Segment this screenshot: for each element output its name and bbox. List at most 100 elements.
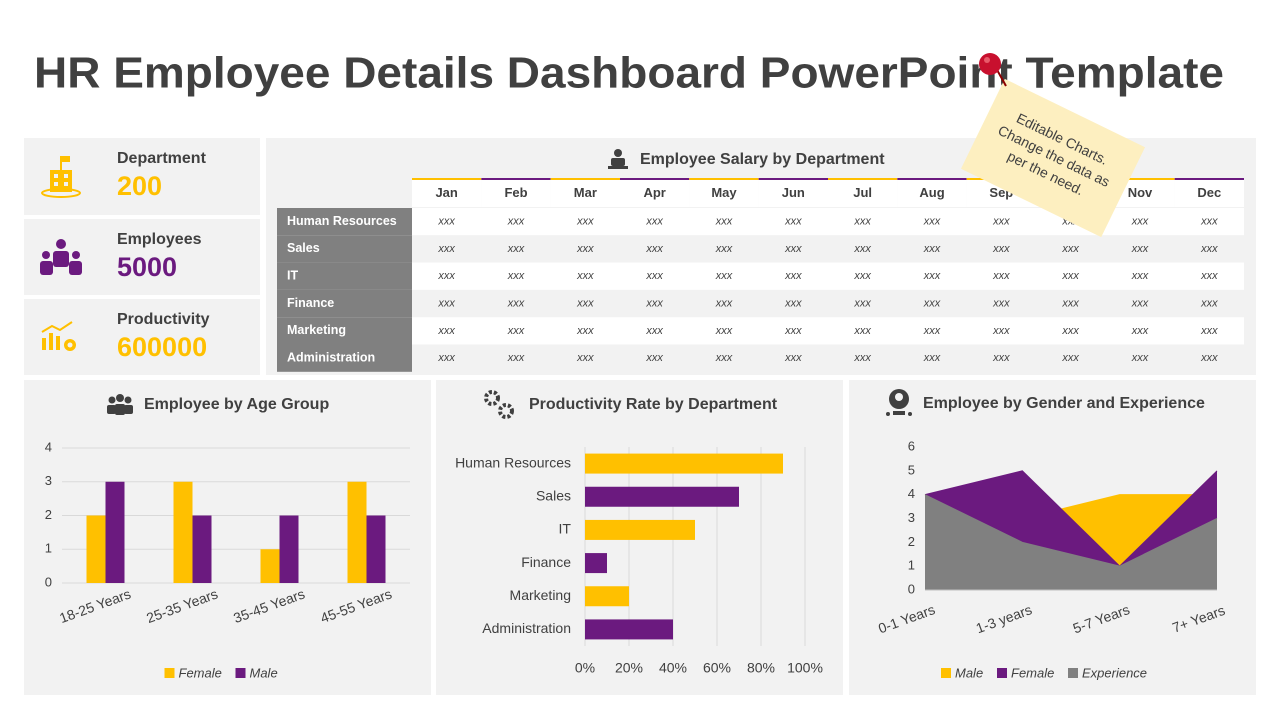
row-header: Human Resources	[287, 214, 397, 228]
header-accent	[412, 178, 482, 180]
cell: xxx	[1200, 325, 1218, 337]
row-header-cell	[277, 344, 412, 372]
page-title: HR Employee Details Dashboard PowerPoint…	[34, 49, 1224, 98]
table-title: Employee Salary by Department	[640, 151, 885, 168]
cell: xxx	[1200, 216, 1218, 228]
y-tick-label: 0	[45, 574, 52, 589]
x-tick-label: 60%	[703, 660, 731, 676]
area-fill	[925, 494, 1217, 590]
x-tick-label: 40%	[659, 660, 687, 676]
cell: xxx	[1131, 270, 1149, 282]
row-band	[412, 208, 1244, 236]
kpi-label: Department	[117, 150, 207, 167]
y-tick-label: 3	[908, 510, 915, 525]
bar	[260, 549, 280, 583]
cell: xxx	[992, 352, 1010, 364]
bar	[585, 586, 629, 607]
column-header: Dec	[1197, 185, 1221, 200]
header-cell	[412, 178, 482, 207]
cell: xxx	[437, 270, 455, 282]
chart-title: Employee by Age Group	[144, 396, 329, 413]
cell: xxx	[992, 216, 1010, 228]
legend-label: Female	[1011, 665, 1054, 680]
legend-label: Male	[250, 665, 278, 680]
note-paper	[960, 78, 1146, 238]
row-header: Marketing	[287, 323, 346, 337]
y-tick-label: 0	[908, 581, 915, 596]
row-header: Administration	[287, 350, 375, 364]
cell: xxx	[715, 352, 733, 364]
bar	[585, 619, 673, 640]
cell: xxx	[645, 325, 663, 337]
kpi-label: Productivity	[117, 311, 210, 328]
cell: xxx	[853, 297, 871, 309]
cell: xxx	[923, 216, 941, 228]
cell: xxx	[923, 325, 941, 337]
row-band	[412, 317, 1244, 345]
legend-swatch	[235, 668, 246, 678]
cell: xxx	[1131, 216, 1149, 228]
bar	[585, 553, 607, 574]
bar	[347, 481, 367, 583]
row-header-cell	[277, 208, 412, 236]
cell: xxx	[576, 270, 594, 282]
cell: xxx	[507, 325, 525, 337]
cell: xxx	[507, 352, 525, 364]
header-accent	[689, 178, 759, 180]
y-tick-label: Finance	[521, 554, 571, 570]
cell: xxx	[645, 352, 663, 364]
legend-swatch	[164, 668, 175, 678]
row-band	[412, 344, 1244, 372]
legend-swatch	[997, 668, 1007, 678]
cell: xxx	[576, 297, 594, 309]
bar	[192, 515, 212, 583]
header-accent	[1174, 178, 1244, 180]
header-cell	[550, 178, 620, 207]
bar	[86, 515, 106, 583]
legend-swatch	[941, 668, 951, 678]
column-header: Mar	[574, 185, 597, 200]
cell: xxx	[576, 243, 594, 255]
cell: xxx	[437, 243, 455, 255]
people-icon	[40, 239, 82, 275]
kpi-label: Employees	[117, 231, 202, 248]
legend-label: Male	[955, 665, 983, 680]
cell: xxx	[507, 297, 525, 309]
y-tick-label: 4	[45, 439, 52, 454]
area-line	[924, 470, 1218, 567]
building-icon	[41, 156, 81, 198]
cell: xxx	[576, 325, 594, 337]
column-header: Feb	[504, 185, 527, 200]
cell: xxx	[992, 297, 1010, 309]
cell: xxx	[1061, 352, 1079, 364]
row-header-cell	[277, 289, 412, 318]
row-header: Finance	[287, 296, 334, 310]
row-band	[412, 235, 1244, 263]
cell: xxx	[576, 216, 594, 228]
cell: xxx	[923, 352, 941, 364]
header-accent	[481, 178, 551, 180]
bar	[105, 481, 125, 583]
header-cell	[689, 178, 759, 207]
y-tick-label: 4	[908, 486, 915, 501]
row-header-cell	[277, 235, 412, 263]
cell: xxx	[715, 243, 733, 255]
gears-icon	[484, 390, 514, 419]
cell: xxx	[992, 325, 1010, 337]
cell: xxx	[437, 216, 455, 228]
cell: xxx	[1131, 352, 1149, 364]
kpi-value: 200	[117, 171, 162, 201]
legend-swatch	[1068, 668, 1078, 678]
bar	[173, 481, 193, 583]
group-icon	[107, 394, 133, 415]
cell: xxx	[784, 297, 802, 309]
area-line	[924, 494, 1218, 567]
kpi-value: 5000	[117, 252, 177, 282]
header-accent	[758, 178, 828, 180]
bar	[366, 515, 386, 583]
legend-label: Experience	[1082, 665, 1147, 680]
bar	[585, 486, 739, 507]
y-tick-label: 1	[908, 558, 915, 573]
y-tick-label: IT	[559, 521, 572, 537]
